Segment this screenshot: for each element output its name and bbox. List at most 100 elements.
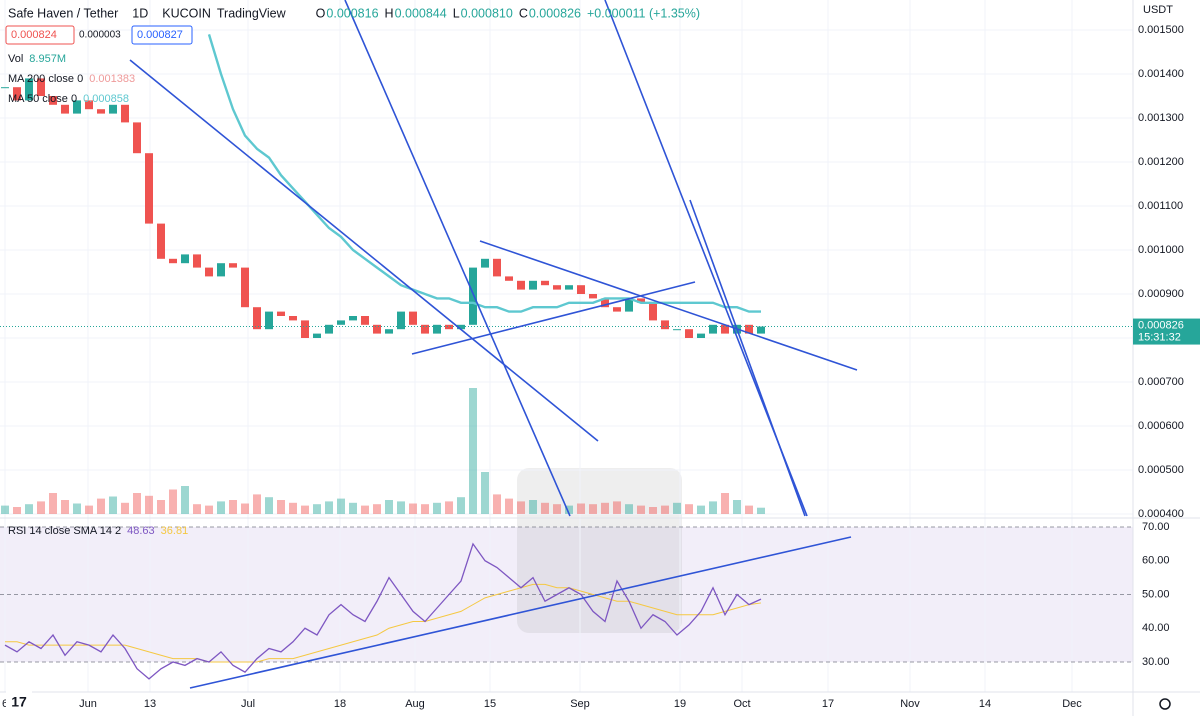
candle-body bbox=[409, 311, 417, 325]
volume-bar bbox=[601, 502, 609, 514]
volume-bar bbox=[481, 472, 489, 514]
candle-body bbox=[757, 326, 765, 334]
candle-body bbox=[193, 254, 201, 268]
volume-bar bbox=[373, 504, 381, 514]
candle-body bbox=[289, 316, 297, 321]
x-tick-label: 17 bbox=[822, 698, 834, 710]
symbol: Safe Haven / Tether bbox=[8, 6, 118, 20]
volume-bar bbox=[505, 498, 513, 514]
candle-body bbox=[241, 267, 249, 308]
volume-bar bbox=[85, 505, 93, 514]
volume-bar bbox=[73, 503, 81, 514]
settings-icon[interactable] bbox=[1159, 698, 1171, 710]
y-tick-label: 0.001400 bbox=[1138, 68, 1184, 80]
volume-bar bbox=[757, 507, 765, 514]
currency[interactable]: USDT bbox=[1143, 4, 1173, 16]
logo bbox=[6, 690, 32, 716]
last-price-box bbox=[1133, 318, 1200, 345]
candle-body bbox=[217, 263, 225, 277]
y-tick-label: 0.000500 bbox=[1138, 464, 1184, 476]
quote[interactable]: 0.000827 bbox=[137, 29, 183, 41]
quote-box[interactable] bbox=[5, 25, 75, 45]
candle-body bbox=[433, 324, 441, 334]
candle-body bbox=[625, 298, 633, 312]
quote[interactable]: 0.000824 bbox=[11, 29, 57, 41]
quote-box[interactable] bbox=[131, 25, 193, 45]
volume-bar bbox=[697, 505, 705, 514]
volume-bar bbox=[1, 505, 9, 514]
volume-bar bbox=[337, 498, 345, 514]
candle-body bbox=[685, 329, 693, 338]
spread: 0.000003 bbox=[79, 30, 121, 41]
candle-body bbox=[229, 263, 237, 268]
volume-bar bbox=[241, 503, 249, 514]
candle-body bbox=[1, 87, 9, 89]
candle-body bbox=[85, 100, 93, 110]
candle-body bbox=[601, 298, 609, 308]
volume-bar bbox=[493, 494, 501, 514]
candle-body bbox=[361, 316, 369, 325]
indicator-value: 0.000858 bbox=[83, 93, 129, 105]
candle-body bbox=[337, 320, 345, 325]
candle-body bbox=[61, 104, 69, 114]
last-price-label: 0.000826 bbox=[1138, 319, 1184, 331]
candle-body bbox=[349, 316, 357, 321]
logo: 17 bbox=[11, 694, 27, 710]
volume-bar bbox=[733, 500, 741, 514]
volume-bar bbox=[721, 493, 729, 514]
candle-body bbox=[73, 100, 81, 114]
ohlc-key: C bbox=[519, 6, 528, 20]
volume-bar bbox=[37, 501, 45, 514]
volume-bar bbox=[637, 505, 645, 514]
time-axis bbox=[0, 692, 1133, 716]
volume-bar bbox=[385, 500, 393, 514]
volume-bar bbox=[613, 501, 621, 514]
volume-bar bbox=[649, 507, 657, 514]
ohlc-key: O bbox=[316, 6, 326, 20]
candle-body bbox=[25, 78, 33, 101]
volume-bar bbox=[157, 500, 165, 514]
rsi-tick-label: 50.00 bbox=[1142, 588, 1170, 600]
exchange: KUCOIN bbox=[162, 6, 211, 20]
candle-body bbox=[265, 311, 273, 330]
volume-bar bbox=[229, 500, 237, 514]
indicator-value: 8.957M bbox=[29, 53, 66, 65]
candle-body bbox=[397, 311, 405, 330]
volume-bar bbox=[217, 501, 225, 514]
candle-body bbox=[565, 285, 573, 290]
candle-body bbox=[709, 324, 717, 334]
x-tick-label: Jul bbox=[241, 698, 255, 710]
x-tick-label: Oct bbox=[733, 698, 750, 710]
volume-bar bbox=[49, 493, 57, 514]
volume-bar bbox=[289, 502, 297, 514]
candle-body bbox=[181, 254, 189, 264]
candle-body bbox=[169, 258, 177, 264]
rsi-tick-label: 30.00 bbox=[1142, 656, 1170, 668]
rsi-tick-label: 70.00 bbox=[1142, 521, 1170, 533]
volume-bar bbox=[301, 505, 309, 514]
volume-bar bbox=[589, 504, 597, 514]
candle-body bbox=[205, 267, 213, 277]
x-tick-label: 18 bbox=[334, 698, 346, 710]
volume-bar bbox=[685, 504, 693, 514]
y-tick-label: 0.000400 bbox=[1138, 508, 1184, 520]
ohlc-value: 0.000810 bbox=[461, 6, 513, 20]
volume-bar bbox=[433, 502, 441, 514]
y-tick-label: 0.001000 bbox=[1138, 244, 1184, 256]
volume-bar bbox=[121, 502, 129, 514]
candle-body bbox=[121, 104, 129, 123]
candle-body bbox=[481, 258, 489, 268]
volume-bar bbox=[25, 504, 33, 514]
candle-body bbox=[721, 324, 729, 334]
candle-body bbox=[145, 153, 153, 224]
candle-body bbox=[673, 329, 681, 331]
rsi-sma-line bbox=[5, 583, 762, 663]
volume-bar bbox=[541, 502, 549, 514]
y-tick-label: 0.000900 bbox=[1138, 288, 1184, 300]
volume-bar bbox=[193, 504, 201, 514]
ohlc-value: 0.000844 bbox=[395, 6, 447, 20]
x-tick-label: 6 bbox=[2, 698, 8, 710]
volume-bar bbox=[277, 500, 285, 514]
x-tick-label: 15 bbox=[484, 698, 496, 710]
